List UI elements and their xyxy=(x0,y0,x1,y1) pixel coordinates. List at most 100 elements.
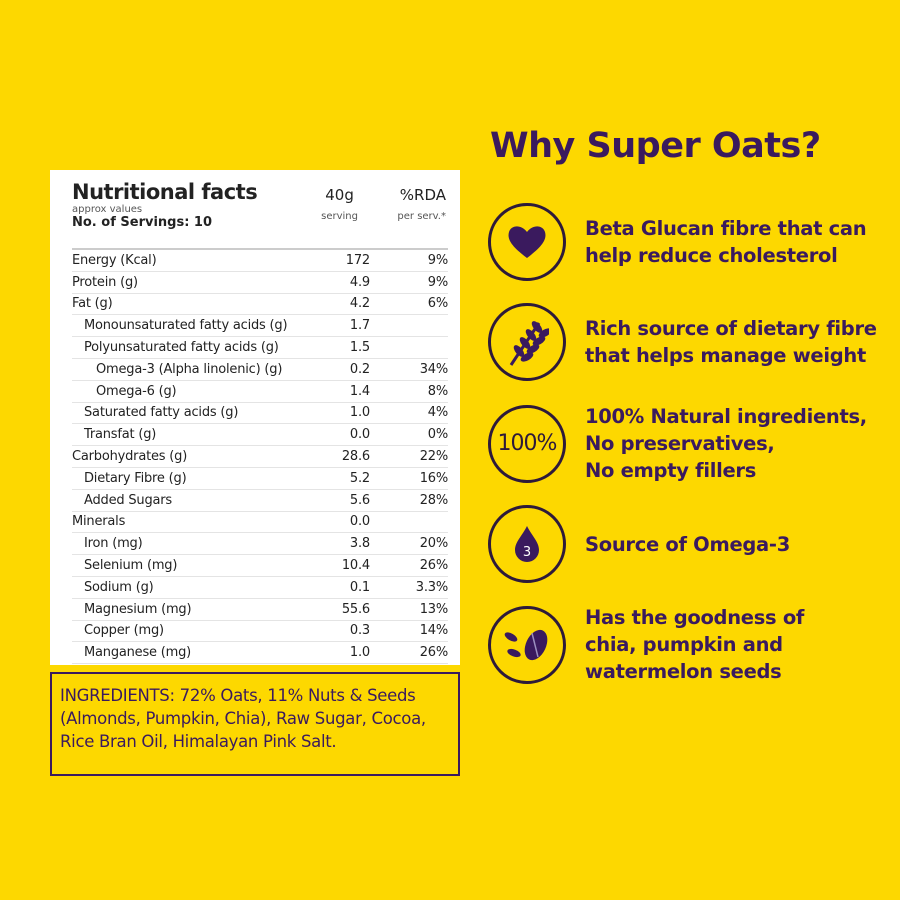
nutrient-name: Magnesium (mg) xyxy=(84,601,192,617)
nutrient-name: Fat (g) xyxy=(72,296,113,312)
hundred-percent-icon: 100% xyxy=(488,404,566,483)
nutrient-value: 10.4 xyxy=(341,558,370,574)
feature-item: Beta Glucan fibre that can help reduce ch… xyxy=(488,203,898,281)
table-header: Nutritional facts approx values No. of S… xyxy=(72,180,448,250)
feature-text: Rich source of dietary fibre that helps m… xyxy=(585,315,877,369)
servings-count: No. of Servings: 10 xyxy=(72,215,213,230)
nutrient-rda: 9% xyxy=(427,252,448,268)
nutrient-name: Added Sugars xyxy=(84,492,172,508)
feature-item: Has the goodness of chia, pumpkin and wate… xyxy=(488,604,898,685)
table-row: Sodium (g) 0.1 3.3% xyxy=(72,577,448,599)
table-row: Dietary Fibre (g) 5.2 16% xyxy=(72,468,448,490)
serving-column-header: 40g serving xyxy=(321,186,358,223)
nutrient-value: 28.6 xyxy=(341,449,370,465)
nutrient-rda: 16% xyxy=(419,470,448,486)
table-row: Monounsaturated fatty acids (g) 1.7 xyxy=(72,315,448,338)
nutrient-value: 0.3 xyxy=(349,623,370,639)
feature-text: Beta Glucan fibre that can help reduce ch… xyxy=(585,215,867,269)
table-row: Copper (mg) 0.3 14% xyxy=(72,621,448,643)
feature-item: 100% 100% Natural ingredients, No preserva… xyxy=(488,403,898,484)
table-row: Magnesium (mg) 55.6 13% xyxy=(72,599,448,621)
feature-line: chia, pumpkin and xyxy=(585,633,783,656)
rda-column-header: %RDA per serv.* xyxy=(397,186,446,223)
nutrient-rda: 22% xyxy=(419,449,448,465)
nutrient-value: 5.2 xyxy=(349,470,370,486)
nutrient-name: Protein (g) xyxy=(72,274,138,290)
nutrient-name: Manganese (mg) xyxy=(84,645,192,661)
nutrition-table: Nutritional facts approx values No. of S… xyxy=(50,170,460,665)
feature-line: Has the goodness of xyxy=(585,606,805,629)
icon-text: 100% xyxy=(497,431,558,456)
nutrient-value: 1.0 xyxy=(349,405,370,421)
nutrient-name: Polyunsaturated fatty acids (g) xyxy=(84,340,279,356)
table-row: Selenium (mg) 10.4 26% xyxy=(72,555,448,577)
table-subtitle: approx values xyxy=(72,204,143,215)
rda-label: %RDA xyxy=(399,186,446,204)
omega-drop-icon: 3 xyxy=(488,505,566,583)
nutrient-value: 55.6 xyxy=(341,601,370,617)
nutrient-value: 1.4 xyxy=(349,383,370,399)
ingredients-box: INGREDIENTS: 72% Oats, 11% Nuts & Seeds … xyxy=(50,672,460,776)
wheat-icon xyxy=(488,303,566,381)
table-row: Energy (Kcal) 172 9% xyxy=(72,250,448,272)
table-row: Manganese (mg) 1.0 26% xyxy=(72,642,448,665)
table-row: Added Sugars 5.6 28% xyxy=(72,490,448,512)
rda-sub-label: per serv.* xyxy=(397,211,446,222)
table-body: Energy (Kcal) 172 9% Protein (g) 4.9 9% Fat (g… xyxy=(72,250,448,665)
nutrient-rda: 13% xyxy=(419,601,448,617)
table-row: Carbohydrates (g) 28.6 22% xyxy=(72,446,448,468)
feature-line: Rich source of dietary fibre xyxy=(585,317,877,340)
nutrient-name: Iron (mg) xyxy=(84,536,143,552)
nutrient-name: Monounsaturated fatty acids (g) xyxy=(84,318,288,334)
table-title: Nutritional facts xyxy=(72,180,258,204)
nutrient-value: 4.9 xyxy=(349,274,370,290)
nutrient-value: 0.2 xyxy=(349,361,370,377)
table-row: Protein (g) 4.9 9% xyxy=(72,272,448,294)
feature-item: 3 Source of Omega-3 xyxy=(488,505,898,583)
feature-line: help reduce cholesterol xyxy=(585,244,838,267)
nutrient-name: Transfat (g) xyxy=(84,427,157,443)
nutrient-value: 5.6 xyxy=(349,492,370,508)
nutrient-value: 3.8 xyxy=(349,536,370,552)
nutrient-name: Minerals xyxy=(72,514,126,530)
nutrient-name: Copper (mg) xyxy=(84,623,164,639)
feature-text: Has the goodness of chia, pumpkin and wate… xyxy=(585,604,804,685)
nutrient-name: Omega-6 (g) xyxy=(96,383,177,399)
nutrient-value: 172 xyxy=(345,252,370,268)
nutrient-value: 1.5 xyxy=(349,340,370,356)
feature-line: watermelon seeds xyxy=(585,660,782,683)
serving-size: 40g xyxy=(325,186,354,204)
table-row: Iron (mg) 3.8 20% xyxy=(72,533,448,556)
nutrient-rda: 8% xyxy=(427,383,448,399)
nutrient-name: Carbohydrates (g) xyxy=(72,449,188,465)
nutrient-rda: 6% xyxy=(427,296,448,312)
nutrient-value: 0.1 xyxy=(349,579,370,595)
feature-item: Rich source of dietary fibre that helps m… xyxy=(488,303,898,381)
table-row: Omega-6 (g) 1.4 8% xyxy=(72,381,448,403)
nutrient-value: 0.0 xyxy=(349,427,370,443)
table-row: Saturated fatty acids (g) 1.0 4% xyxy=(72,403,448,425)
feature-text: 100% Natural ingredients, No preservative… xyxy=(585,403,867,484)
feature-line: No empty fillers xyxy=(585,459,757,482)
nutrient-rda: 14% xyxy=(419,623,448,639)
feature-line: that helps manage weight xyxy=(585,344,866,367)
feature-line: No preservatives, xyxy=(585,432,775,455)
table-row: Fat (g) 4.2 6% xyxy=(72,294,448,316)
nutrient-value: 1.0 xyxy=(349,645,370,661)
nutrient-rda: 3.3% xyxy=(415,579,448,595)
icon-text: 3 xyxy=(523,545,531,560)
nutrient-name: Dietary Fibre (g) xyxy=(84,470,187,486)
feature-line: Source of Omega-3 xyxy=(585,532,790,556)
feature-line: Beta Glucan fibre that can xyxy=(585,217,867,240)
nutrient-rda: 20% xyxy=(419,536,448,552)
nutrient-name: Omega-3 (Alpha linolenic) (g) xyxy=(96,361,283,377)
seeds-icon xyxy=(488,605,566,684)
table-row: Transfat (g) 0.0 0% xyxy=(72,424,448,447)
nutrient-rda: 9% xyxy=(427,274,448,290)
nutrient-rda: 0% xyxy=(427,427,448,443)
feature-line: 100% Natural ingredients, xyxy=(585,405,867,428)
nutrient-rda: 28% xyxy=(419,492,448,508)
nutrient-rda: 34% xyxy=(419,361,448,377)
nutrient-name: Saturated fatty acids (g) xyxy=(84,405,239,421)
why-title: Why Super Oats? xyxy=(490,126,821,166)
